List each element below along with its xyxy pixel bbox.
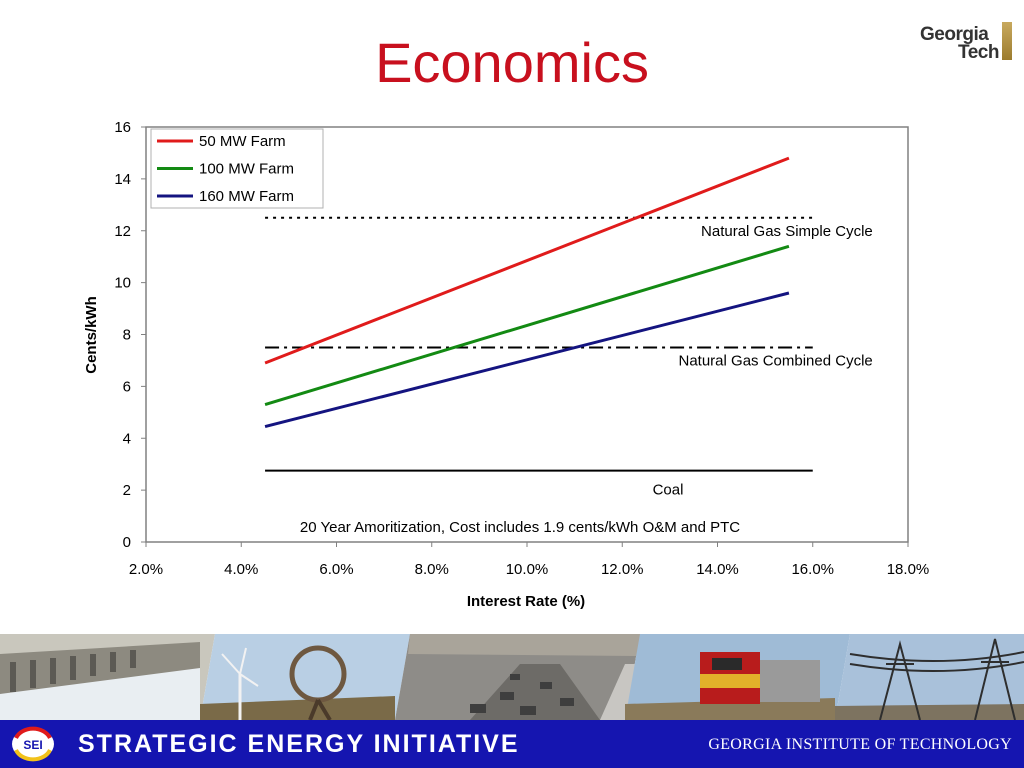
y-axis: 0 2 4 6 8 10 12 14 16: [114, 119, 146, 551]
x-tick-label: 14.0%: [696, 561, 739, 578]
x-tick-label: 18.0%: [887, 561, 930, 578]
photo-windmills: [200, 634, 410, 720]
logo-mark: [1002, 22, 1012, 60]
footer-bar: SEI STRATEGIC ENERGY INITIATIVE GEORGIA …: [0, 720, 1024, 768]
y-tick-label: 12: [114, 223, 131, 240]
x-tick-label: 4.0%: [224, 561, 258, 578]
chart-annotation: 20 Year Amoritization, Cost includes 1.9…: [300, 519, 740, 536]
legend-items: 50 MW Farm 100 MW Farm 160 MW Farm: [157, 133, 294, 205]
logo-line-2: Tech: [958, 42, 999, 63]
photo-locomotive: [625, 634, 850, 720]
series-line: [264, 244, 790, 406]
x-axis: 2.0% 4.0% 6.0% 8.0% 10.0% 12.0% 14.0% 16.0% 18.0…: [129, 542, 929, 578]
reference-line-label: Natural Gas Combined Cycle: [679, 352, 873, 369]
legend-label: 100 MW Farm: [199, 161, 294, 178]
y-tick-label: 16: [114, 119, 131, 136]
x-tick-label: 8.0%: [415, 561, 449, 578]
y-tick-label: 4: [123, 430, 131, 447]
photo-dam: [0, 634, 215, 720]
x-tick-label: 16.0%: [791, 561, 834, 578]
photo-highway-traffic: [395, 634, 640, 720]
georgia-tech-logo: Georgia Tech: [918, 22, 1014, 66]
sei-badge-text: SEI: [23, 738, 42, 752]
y-tick-label: 10: [114, 275, 131, 292]
line-chart: Natural Gas Simple Cycle Natural Gas Comb…: [83, 119, 929, 610]
photo-strip: [0, 634, 1024, 720]
y-tick-label: 6: [123, 378, 131, 395]
x-tick-label: 2.0%: [129, 561, 163, 578]
series-lines: [264, 156, 790, 429]
legend: 50 MW Farm 100 MW Farm 160 MW Farm: [150, 128, 324, 209]
legend-label: 50 MW Farm: [199, 133, 286, 150]
sei-logo-icon: SEI: [12, 726, 54, 762]
y-tick-label: 8: [123, 327, 131, 344]
x-axis-title: Interest Rate (%): [467, 593, 585, 610]
slide-title: Economics: [375, 31, 649, 94]
y-tick-label: 2: [123, 482, 131, 499]
reference-line-label: Coal: [653, 482, 684, 499]
footer-institution-name: GEORGIA INSTITUTE OF TECHNOLOGY: [708, 736, 1012, 753]
footer-initiative-name: STRATEGIC ENERGY INITIATIVE: [78, 730, 520, 758]
legend-label: 160 MW Farm: [199, 188, 294, 205]
y-axis-title: Cents/kWh: [83, 296, 100, 374]
series-line: [264, 291, 790, 429]
y-tick-label: 14: [114, 171, 131, 188]
series-line: [264, 156, 790, 365]
y-tick-label: 0: [123, 534, 131, 551]
x-tick-label: 12.0%: [601, 561, 644, 578]
x-tick-label: 6.0%: [319, 561, 353, 578]
reference-lines: Natural Gas Simple Cycle Natural Gas Comb…: [265, 216, 873, 499]
photo-power-lines: [835, 634, 1024, 720]
reference-line-label: Natural Gas Simple Cycle: [701, 223, 873, 240]
logo-line-1: Georgia: [920, 24, 989, 45]
x-tick-label: 10.0%: [506, 561, 549, 578]
